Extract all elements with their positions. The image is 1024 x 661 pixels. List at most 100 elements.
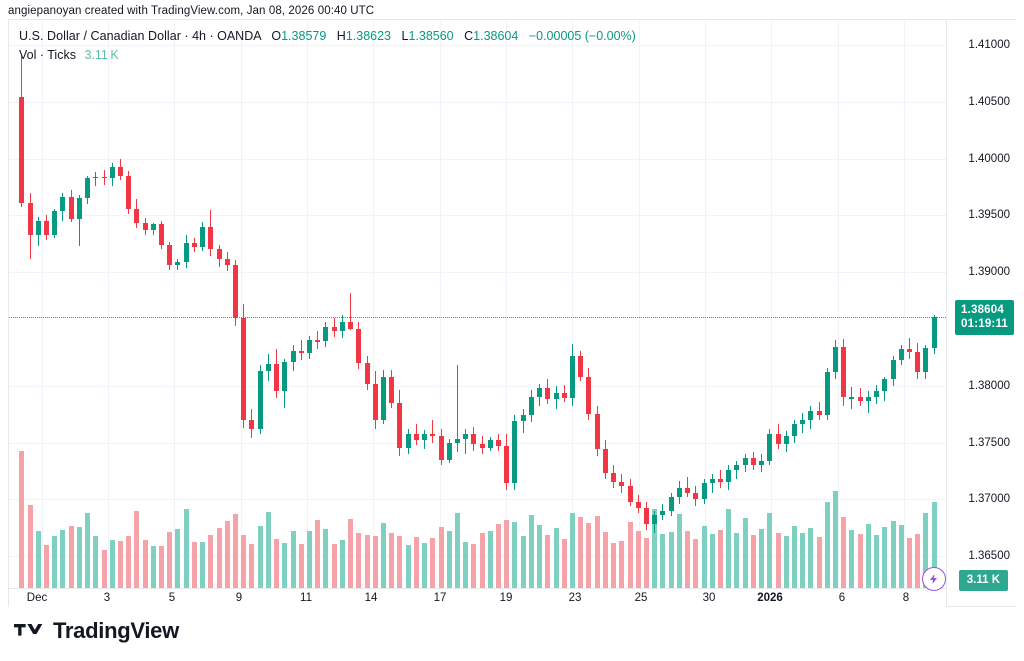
candle-body — [258, 371, 263, 429]
price-axis-label: 1.37500 — [968, 436, 1010, 449]
gridline-vertical — [639, 20, 640, 588]
price-axis-label: 1.38000 — [968, 379, 1010, 392]
volume-bar — [340, 540, 345, 588]
candle-body — [734, 465, 739, 470]
volume-bar — [800, 533, 805, 588]
candle-body — [373, 383, 378, 420]
volume-bar — [167, 532, 172, 588]
time-axis[interactable]: Dec 3 5 9 11 14 17 19 23 25 30 2026 6 8 — [9, 588, 946, 607]
candle-body — [891, 359, 896, 379]
volume-bar — [595, 515, 600, 588]
candle-body — [488, 440, 493, 449]
volume-bar — [923, 512, 928, 588]
candle-body — [718, 478, 723, 483]
gridline-horizontal — [9, 499, 946, 501]
candle-body — [28, 202, 33, 235]
volume-bar — [899, 525, 904, 588]
price-axis-label: 1.39000 — [968, 266, 1010, 279]
ohlc-high: H1.38623 — [337, 29, 391, 43]
gridline-horizontal — [9, 272, 946, 274]
volume-bar — [397, 535, 402, 588]
gridline-vertical — [572, 20, 573, 588]
time-axis-label: Dec — [26, 592, 48, 604]
price-axis-label: 1.39500 — [968, 209, 1010, 222]
ohlc-low-value: 1.38560 — [408, 29, 454, 43]
candle-body — [611, 473, 616, 483]
price-axis[interactable]: 1.38604 01:19:11 3.11 K 1.41000 1.40500 1.… — [946, 20, 1016, 606]
candle-body — [800, 419, 805, 425]
volume-bar — [348, 519, 353, 588]
volume-bar — [866, 524, 871, 588]
candle-body — [151, 224, 156, 231]
volume-bar — [907, 538, 912, 588]
volume-badge[interactable]: 3.11 K — [958, 570, 1008, 591]
replay-lightning-icon[interactable] — [922, 567, 946, 591]
price-axis-label: 1.40500 — [968, 95, 1010, 108]
candle-wick — [79, 194, 80, 247]
volume-bar — [225, 520, 230, 588]
candle-body — [60, 197, 65, 211]
volume-bar — [710, 534, 715, 588]
volume-bar — [373, 536, 378, 588]
time-axis-label: 17 — [433, 592, 447, 604]
bar-countdown: 01:19:11 — [961, 318, 1008, 331]
candle-body — [652, 515, 657, 525]
volume-study-title[interactable]: Vol · Ticks — [19, 48, 76, 62]
volume-bar — [619, 541, 624, 588]
volume-bar — [545, 535, 550, 588]
volume-bar — [455, 512, 460, 588]
candle-body — [808, 410, 813, 420]
gridline-horizontal — [9, 215, 946, 217]
candle-body — [241, 317, 246, 420]
volume-bar — [636, 530, 641, 588]
volume-bar — [825, 502, 830, 588]
candle-body — [266, 364, 271, 372]
candle-body — [595, 414, 600, 450]
legend-interval[interactable]: 4h — [192, 29, 206, 43]
volume-bar — [134, 511, 139, 588]
volume-bar — [858, 533, 863, 588]
candle-body — [743, 458, 748, 466]
candle-wick — [819, 401, 820, 420]
candle-wick — [736, 460, 737, 479]
candle-body — [849, 397, 854, 399]
chart-pane[interactable]: U.S. Dollar / Canadian Dollar · 4h · OAN… — [9, 20, 946, 588]
volume-bar — [570, 512, 575, 588]
volume-bar — [241, 534, 246, 588]
candle-body — [200, 226, 205, 248]
volume-bar — [323, 529, 328, 588]
candle-body — [899, 349, 904, 360]
volume-bar — [118, 540, 123, 588]
candle-body — [702, 483, 707, 500]
candle-body — [529, 397, 534, 416]
candle-body — [307, 340, 312, 353]
candle-body — [439, 435, 444, 460]
volume-bar — [734, 533, 739, 588]
volume-bar — [891, 520, 896, 588]
candle-body — [603, 449, 608, 474]
ohlc-low: L1.38560 — [401, 29, 453, 43]
last-price-badge[interactable]: 1.38604 01:19:11 — [955, 300, 1014, 336]
volume-bar — [102, 549, 107, 588]
candle-body — [389, 376, 394, 403]
candle-body — [340, 322, 345, 332]
candle-body — [134, 208, 139, 224]
candle-body — [726, 469, 731, 483]
volume-bar — [652, 509, 657, 588]
volume-bar — [233, 514, 238, 588]
volume-bar — [743, 518, 748, 588]
candle-body — [406, 433, 411, 449]
candle-body — [85, 177, 90, 199]
gridline-horizontal — [9, 556, 946, 558]
volume-bar — [480, 533, 485, 588]
volume-bar — [36, 530, 41, 588]
volume-bar — [44, 544, 49, 588]
candle-body — [348, 322, 353, 329]
candle-wick — [350, 292, 351, 331]
tradingview-logo-icon — [14, 623, 43, 636]
volume-bar — [578, 516, 583, 588]
gridline-vertical — [174, 20, 175, 588]
legend-symbol[interactable]: U.S. Dollar / Canadian Dollar — [19, 29, 181, 43]
candle-body — [932, 317, 937, 349]
candle-wick — [720, 469, 721, 489]
